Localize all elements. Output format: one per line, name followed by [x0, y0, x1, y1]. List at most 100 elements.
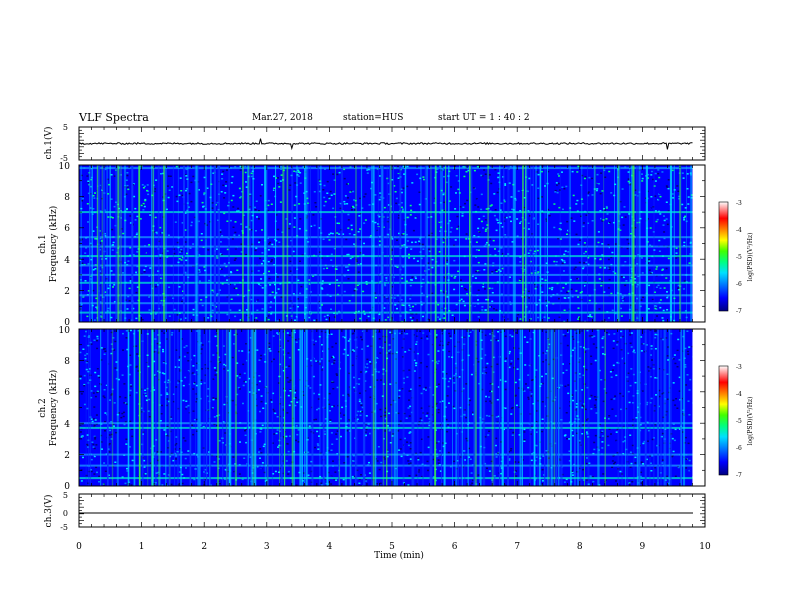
- spectrogram-cell: [175, 195, 178, 198]
- spectrogram-cell: [439, 224, 442, 226]
- spectrogram-cell: [457, 188, 460, 191]
- spectrogram-cell: [413, 257, 416, 260]
- spectrogram-cell: [517, 441, 520, 443]
- spectrogram-cell: [448, 220, 451, 222]
- spectrogram-cell: [340, 229, 343, 231]
- spectrogram-cell: [113, 284, 116, 286]
- spectrogram-cell: [351, 173, 354, 176]
- spectrogram-cell: [643, 229, 646, 232]
- spectrogram-cell: [227, 366, 230, 368]
- impulse-streak: [673, 165, 675, 322]
- spectrogram-cell: [624, 275, 627, 278]
- spectrogram-cell: [517, 387, 520, 389]
- spectrogram-cell: [259, 410, 261, 413]
- spectrogram-cell: [181, 194, 184, 197]
- spectrogram-cell: [125, 438, 128, 440]
- spectrogram-cell: [307, 451, 310, 453]
- spectrogram-cell: [518, 336, 521, 339]
- spectrogram-cell: [211, 407, 214, 410]
- spectrogram-cell: [460, 298, 463, 301]
- spectrogram-cell: [91, 484, 94, 486]
- spectrogram-cell: [558, 175, 560, 177]
- spectrogram-cell: [267, 318, 270, 321]
- spectrogram-cell: [111, 228, 114, 231]
- spectrogram-cell: [433, 197, 436, 200]
- spectrogram-cell: [94, 268, 97, 270]
- spectrogram-cell: [108, 443, 111, 445]
- spectrogram-cell: [417, 457, 420, 460]
- impulse-streak: [393, 165, 394, 322]
- spectrogram-cell: [337, 284, 340, 287]
- spectrogram-cell: [551, 288, 553, 291]
- spectrogram-cell: [287, 340, 290, 342]
- spectrogram-cell: [386, 233, 389, 236]
- spectrogram-cell: [244, 429, 246, 432]
- spectrogram-cell: [401, 388, 404, 390]
- spectrogram-cell: [387, 317, 390, 320]
- spectrogram-cell: [93, 339, 96, 341]
- impulse-streak: [91, 165, 93, 322]
- spectrogram-cell: [96, 347, 99, 350]
- spectrogram-cell: [626, 460, 629, 463]
- spectrogram-cell: [297, 175, 300, 177]
- spectrogram-cell: [489, 451, 492, 453]
- spectrogram-cell: [123, 423, 126, 426]
- spectrogram-cell: [237, 210, 240, 212]
- impulse-streak: [445, 165, 447, 322]
- spectrogram-cell: [356, 405, 358, 407]
- spectrogram-cell: [206, 395, 209, 397]
- spectrogram-cell: [474, 204, 477, 206]
- spectrogram-cell: [335, 342, 337, 345]
- spectrogram-cell: [124, 421, 127, 423]
- spectrogram-cell: [278, 186, 281, 188]
- spectrogram-cell: [674, 404, 677, 406]
- spectrogram-cell: [473, 169, 476, 172]
- spectrogram-cell: [213, 423, 216, 425]
- spectrogram-cell: [122, 332, 124, 335]
- spectrogram-cell: [410, 462, 413, 464]
- spectrogram-cell: [570, 423, 573, 425]
- spectrogram-cell: [163, 381, 166, 383]
- spectrogram-cell: [674, 428, 677, 431]
- spectrogram-cell: [562, 287, 565, 289]
- spectrogram-cell: [96, 337, 99, 340]
- spectrogram-cell: [426, 412, 429, 414]
- spectrogram-cell: [126, 184, 129, 187]
- spectrogram-cell: [185, 188, 188, 190]
- impulse-streak: [210, 165, 212, 322]
- spectrogram-cell: [140, 345, 143, 348]
- spectrogram-cell: [446, 430, 449, 433]
- spectrogram-cell: [257, 270, 260, 272]
- spectrogram-cell: [684, 215, 687, 218]
- spectrogram-cell: [102, 395, 105, 397]
- spectrogram-cell: [571, 170, 574, 173]
- spectrogram-cell: [686, 330, 689, 332]
- spectrogram-cell: [90, 458, 93, 461]
- spectrogram-cell: [195, 418, 198, 421]
- spectrogram-cell: [88, 368, 91, 370]
- spectrogram-cell: [395, 382, 398, 384]
- spectrogram-cell: [230, 271, 232, 273]
- spectrogram-cell: [545, 220, 548, 222]
- spectrogram-cell: [179, 251, 182, 253]
- spectrogram-cell: [110, 198, 113, 200]
- spectrogram-cell: [413, 298, 416, 300]
- spectrogram-cell: [306, 439, 309, 441]
- spectrogram-cell: [121, 276, 124, 279]
- spectrogram-cell: [361, 224, 364, 226]
- spectrogram-cell: [685, 384, 688, 386]
- spectrogram-cell: [274, 470, 277, 473]
- spectrogram-cell: [81, 262, 84, 264]
- spectrogram-cell: [640, 336, 643, 338]
- spectrogram-cell: [350, 224, 353, 227]
- spectrogram-cell: [153, 389, 156, 391]
- spectrogram-cell: [355, 346, 358, 349]
- spectrogram-cell: [558, 316, 561, 318]
- spectrogram-cell: [186, 178, 189, 180]
- spectrogram-cell: [612, 364, 615, 367]
- spectrogram-cell: [290, 475, 292, 477]
- spectrogram-cell: [674, 472, 677, 475]
- spectrogram-cell: [255, 200, 258, 202]
- spectrogram-cell: [146, 189, 148, 192]
- spectrogram-cell: [419, 237, 422, 240]
